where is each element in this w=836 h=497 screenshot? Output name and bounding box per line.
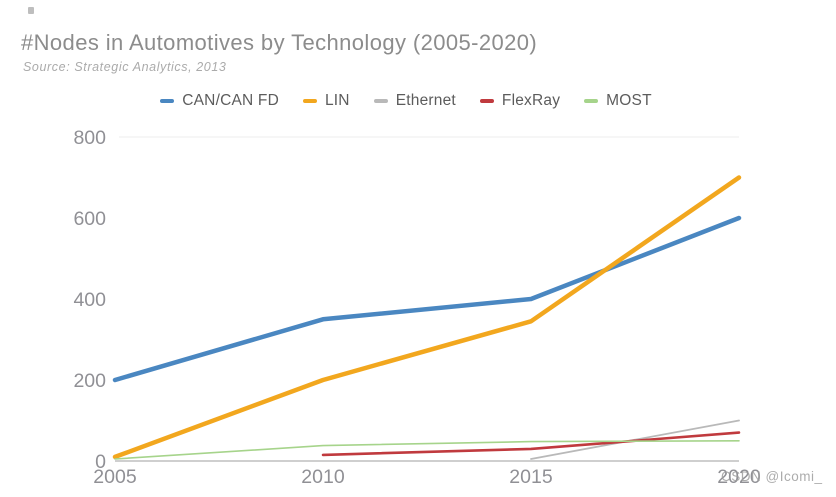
legend-swatch-icon	[302, 99, 317, 103]
watermark: CSDN @Icomi_	[721, 469, 823, 484]
chart-legend: CAN/CAN FD LIN Ethernet FlexRay MOST	[0, 92, 812, 110]
chart-source-caption: Source: Strategic Analytics, 2013	[23, 60, 227, 74]
chart-title: #Nodes in Automotives by Technology (200…	[21, 30, 538, 55]
y-tick-label: 400	[73, 289, 106, 311]
series-line-most	[114, 439, 740, 460]
legend-item-lin: LIN	[302, 92, 350, 110]
artifact-speck	[28, 7, 34, 14]
x-tick-label: 2005	[93, 466, 137, 488]
legend-swatch-icon	[479, 99, 494, 103]
legend-item-flexray: FlexRay	[479, 92, 561, 110]
legend-label: CAN/CAN FD	[182, 92, 279, 109]
legend-label: LIN	[324, 92, 350, 109]
legend-swatch-icon	[584, 99, 599, 103]
legend-item-ethernet: Ethernet	[373, 92, 456, 110]
legend-swatch-icon	[373, 99, 388, 103]
legend-item-can-can-fd: CAN/CAN FD	[160, 92, 279, 110]
legend-label: FlexRay	[501, 92, 561, 109]
x-tick-label: 2010	[301, 466, 345, 488]
series-line-flexray	[321, 431, 741, 457]
y-tick-label: 200	[73, 370, 106, 392]
legend-swatch-icon	[160, 99, 175, 103]
series-line-lin	[112, 175, 742, 460]
y-tick-label: 800	[73, 127, 106, 149]
legend-label: MOST	[606, 92, 652, 109]
y-tick-label: 0	[95, 451, 106, 473]
y-tick-label: 600	[73, 208, 106, 230]
x-tick-label: 2015	[509, 466, 553, 488]
x-tick-label: 2020	[717, 466, 761, 488]
legend-item-most: MOST	[584, 92, 652, 110]
series-line-can-can-fd	[112, 215, 742, 383]
legend-label: Ethernet	[395, 92, 456, 109]
